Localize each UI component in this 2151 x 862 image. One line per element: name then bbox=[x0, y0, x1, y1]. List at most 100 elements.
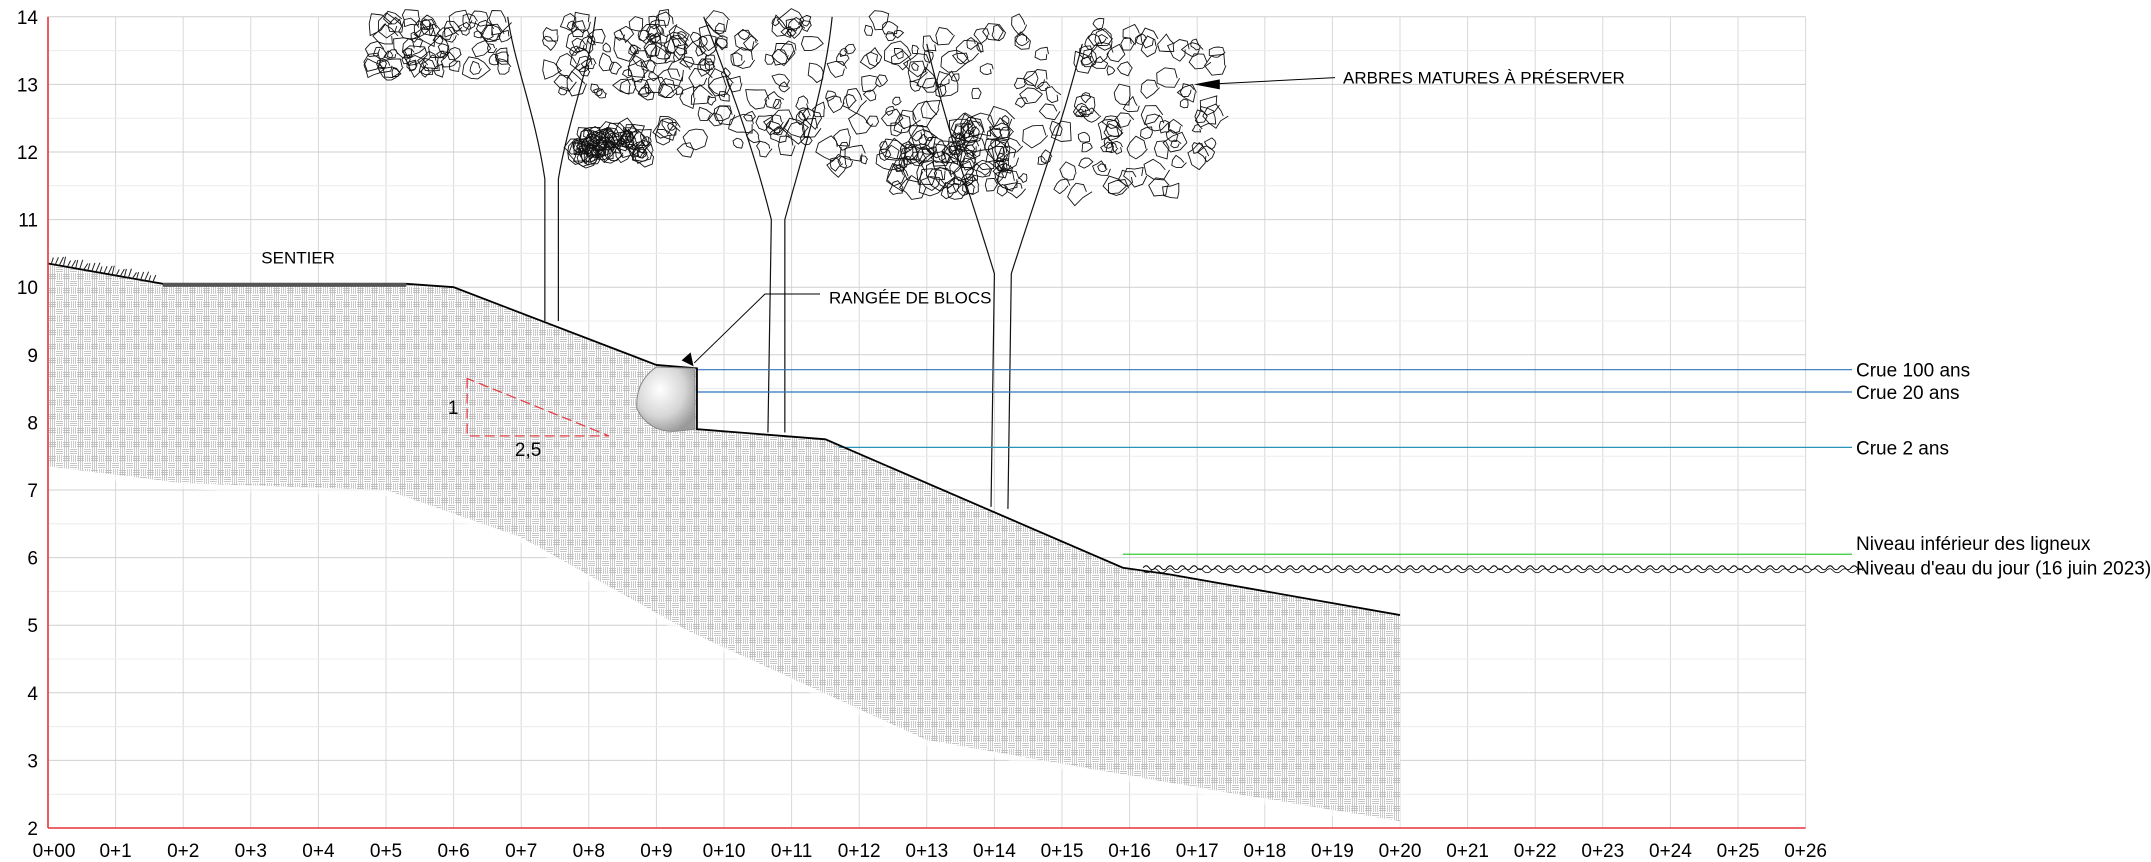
leaf-cluster bbox=[953, 145, 977, 163]
leaf-cluster bbox=[1126, 135, 1148, 160]
leaf-cluster bbox=[1162, 182, 1180, 199]
tree-trunk bbox=[557, 16, 597, 321]
leaf-cluster bbox=[965, 144, 976, 155]
leaf-cluster bbox=[658, 77, 677, 99]
leaf-cluster bbox=[471, 39, 492, 58]
leaf-cluster bbox=[888, 180, 904, 196]
leaf-cluster bbox=[416, 50, 438, 70]
leaf-cluster bbox=[1122, 23, 1143, 46]
leaf-cluster bbox=[586, 35, 596, 46]
leaf-cluster bbox=[779, 40, 797, 61]
leaf-cluster bbox=[586, 130, 608, 151]
tree-trunk bbox=[784, 16, 833, 433]
leaf-cluster bbox=[595, 88, 608, 99]
blocks-leader-line bbox=[693, 293, 820, 364]
leaf-cluster bbox=[999, 126, 1015, 139]
leaf-cluster bbox=[1079, 45, 1093, 60]
leaf-cluster bbox=[916, 159, 938, 185]
leaf-cluster bbox=[636, 148, 647, 159]
x-tick-label: 0+4 bbox=[302, 841, 335, 862]
leaf-cluster bbox=[419, 14, 437, 31]
leaf-cluster bbox=[368, 13, 393, 37]
leaf-cluster bbox=[1103, 136, 1114, 149]
x-tick-label: 0+23 bbox=[1581, 841, 1624, 862]
leaf-cluster bbox=[1022, 124, 1049, 149]
leaf-cluster bbox=[637, 83, 655, 101]
leaf-cluster bbox=[884, 137, 912, 160]
leaf-cluster bbox=[799, 20, 813, 32]
x-tick-label: 0+26 bbox=[1784, 841, 1827, 862]
leaf-cluster bbox=[418, 57, 436, 76]
leaf-cluster bbox=[1049, 120, 1063, 136]
leaf-cluster bbox=[661, 118, 675, 135]
leaf-cluster bbox=[697, 106, 713, 122]
leaf-cluster bbox=[668, 24, 691, 48]
x-tick-label: 0+8 bbox=[573, 841, 605, 862]
leaf-cluster bbox=[842, 93, 857, 109]
leaf-cluster bbox=[838, 141, 849, 151]
leaf-cluster bbox=[1067, 182, 1093, 207]
leaf-cluster bbox=[1050, 120, 1072, 142]
leaf-cluster bbox=[908, 151, 927, 167]
leaf-cluster bbox=[377, 66, 402, 81]
x-tick-label: 0+3 bbox=[235, 841, 267, 862]
x-tick-label: 0+19 bbox=[1311, 841, 1354, 862]
leaf-cluster bbox=[682, 128, 708, 151]
leaf-cluster bbox=[649, 32, 662, 44]
leaf-cluster bbox=[1166, 39, 1190, 62]
leaf-cluster bbox=[598, 121, 626, 147]
leaf-cluster bbox=[947, 177, 968, 200]
leaf-cluster bbox=[893, 47, 904, 60]
leaf-cluster bbox=[911, 62, 920, 71]
leaf-cluster bbox=[1078, 157, 1094, 169]
leaf-cluster bbox=[950, 73, 960, 82]
leaf-cluster bbox=[976, 162, 992, 176]
leaf-cluster bbox=[571, 20, 586, 38]
leaf-cluster bbox=[1080, 92, 1092, 104]
leaf-cluster bbox=[1203, 137, 1217, 150]
leaf-cluster bbox=[786, 29, 797, 37]
leaf-cluster bbox=[787, 16, 802, 32]
leaf-cluster bbox=[498, 29, 513, 43]
leaf-cluster bbox=[595, 140, 624, 164]
leaf-cluster bbox=[756, 140, 773, 158]
leaf-cluster bbox=[1153, 140, 1170, 160]
leaf-cluster bbox=[665, 34, 689, 61]
leaf-cluster bbox=[541, 35, 557, 51]
leaf-cluster bbox=[778, 81, 791, 93]
leaf-cluster bbox=[941, 141, 963, 162]
y-tick-label: 2 bbox=[27, 819, 38, 840]
leaf-cluster bbox=[1116, 61, 1133, 77]
grass-tufts bbox=[50, 256, 157, 283]
leaf-cluster bbox=[1123, 166, 1148, 188]
leaf-cluster bbox=[911, 44, 920, 55]
y-tick-label: 4 bbox=[27, 684, 38, 705]
leaf-cluster bbox=[1077, 131, 1090, 143]
leaf-cluster bbox=[1107, 179, 1130, 196]
leaf-cluster bbox=[402, 45, 428, 66]
leaf-cluster bbox=[542, 27, 559, 42]
leaf-cluster bbox=[892, 159, 907, 172]
leaf-cluster bbox=[647, 23, 669, 44]
path-label: SENTIER bbox=[261, 249, 335, 268]
leaf-cluster bbox=[657, 8, 671, 26]
leaf-cluster bbox=[1097, 163, 1108, 173]
leaf-cluster bbox=[1162, 131, 1188, 153]
leaf-cluster bbox=[428, 23, 441, 37]
leaf-cluster bbox=[994, 172, 1004, 184]
leaf-cluster bbox=[667, 121, 678, 131]
leaf-cluster bbox=[363, 58, 386, 79]
leaf-cluster bbox=[795, 95, 809, 111]
leaf-cluster bbox=[1190, 38, 1201, 51]
leaf-cluster bbox=[1074, 108, 1086, 118]
leaf-cluster bbox=[755, 114, 774, 132]
leaf-cluster bbox=[495, 51, 509, 65]
leaf-cluster bbox=[542, 59, 562, 80]
leaf-cluster bbox=[586, 28, 606, 44]
trees-label: ARBRES MATURES À PRÉSERVER bbox=[1343, 69, 1625, 88]
leaf-cluster bbox=[596, 139, 620, 164]
x-tick-label: 0+11 bbox=[771, 841, 812, 862]
leaf-cluster bbox=[422, 54, 440, 72]
leaf-cluster bbox=[1120, 37, 1135, 51]
